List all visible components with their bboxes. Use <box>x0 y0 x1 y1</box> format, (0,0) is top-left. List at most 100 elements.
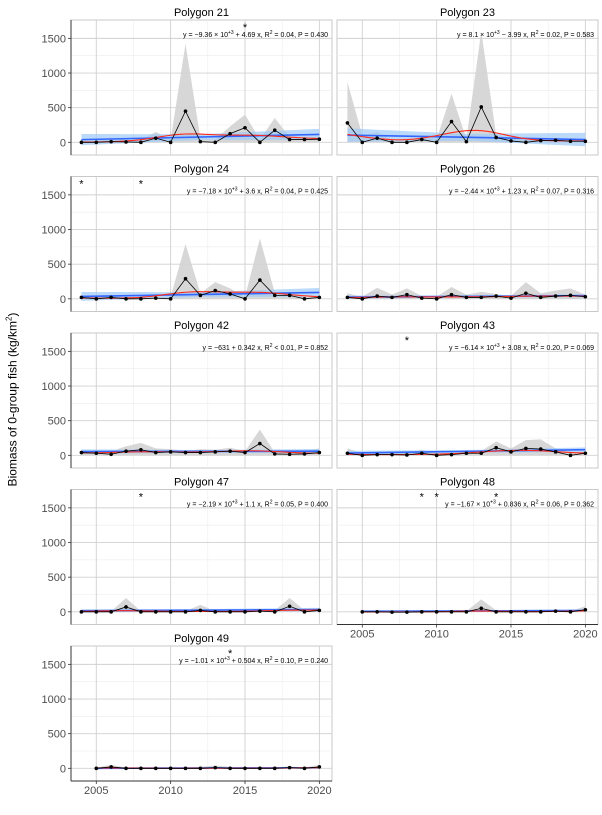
smooth-curve <box>81 133 320 143</box>
data-point <box>494 610 498 614</box>
data-point <box>183 766 188 771</box>
data-point <box>494 445 498 450</box>
regression-equation: y = −2.19 × 10+3 + 1.1 x, R2 = 0.05, P =… <box>187 500 328 509</box>
y-tick-label: 1000 <box>42 538 66 550</box>
data-point <box>568 610 573 614</box>
panel-background <box>336 332 599 469</box>
equation-superscript: +3 <box>224 656 230 662</box>
data-point <box>153 296 158 300</box>
x-tick-label: 2020 <box>307 785 331 797</box>
data-point <box>524 610 528 614</box>
data-point <box>568 453 573 458</box>
regression-equation: y = −1.01 × 10+3 + 0.504 x, R2 = 0.10, P… <box>179 656 328 665</box>
equation-text: − 3.99 x, R <box>500 32 536 39</box>
data-point <box>198 450 203 455</box>
data-point <box>228 131 232 136</box>
asterisk-marker: * <box>243 22 248 34</box>
data-point <box>183 450 188 455</box>
data-point <box>124 449 128 453</box>
data-point <box>479 295 484 300</box>
data-point <box>464 451 469 456</box>
data-point <box>153 136 158 140</box>
equation-text: y = −1.01 × 10 <box>179 658 224 665</box>
data-point <box>94 766 99 771</box>
data-point <box>153 450 158 455</box>
equation-superscript: 2 <box>270 187 273 193</box>
data-line <box>362 607 586 613</box>
data-point <box>272 610 277 614</box>
data-point <box>568 293 573 298</box>
equation-text: + 3.08 x, R <box>500 345 536 352</box>
panel-polygon-48: Polygon 48* * *y = −1.67 × 10+3 + 0.836 x,… <box>336 477 599 641</box>
data-point <box>345 121 350 125</box>
x-tick-label: 2005 <box>350 629 374 641</box>
data-point <box>419 137 424 142</box>
data-point <box>538 138 543 143</box>
data-point <box>198 766 203 771</box>
equation-superscript: +3 <box>232 500 238 506</box>
data-point <box>583 607 588 612</box>
equation-text: + 4.69 x, R <box>234 32 270 39</box>
data-point <box>139 447 143 452</box>
regression-equation: y = −2.44 × 10+3 + 1.23 x, R2 = 0.07, P … <box>449 187 594 196</box>
asterisk-marker: * <box>494 492 499 504</box>
data-point <box>168 140 173 145</box>
data-point <box>272 766 277 771</box>
equation-text: + 0.342 x, R <box>230 345 270 352</box>
equation-text: = 0.04, P = 0.430 <box>272 32 328 39</box>
data-point <box>302 766 307 771</box>
data-point <box>94 140 99 145</box>
data-point <box>287 137 292 142</box>
equation-superscript: +3 <box>494 187 500 193</box>
y-tick-label: 0 <box>60 450 66 462</box>
data-point <box>243 610 247 614</box>
equation-text: y = −631 <box>203 345 230 352</box>
data-point <box>419 610 424 614</box>
regression-equation: y = 8.1 × 10+3 − 3.99 x, R2 = 0.02, P = … <box>457 30 594 39</box>
panel-background <box>336 176 599 312</box>
equation-superscript: 2 <box>270 656 273 662</box>
y-tick-label: 500 <box>48 416 66 428</box>
data-point <box>228 449 232 453</box>
data-point <box>449 610 454 614</box>
panel-title: Polygon 26 <box>440 164 495 176</box>
x-tick-label: 2010 <box>424 629 448 641</box>
data-point <box>360 453 365 458</box>
data-point <box>553 609 558 613</box>
panel-title: Polygon 24 <box>174 164 229 176</box>
y-tick-label: 500 <box>48 259 66 271</box>
data-point <box>390 140 394 145</box>
data-point <box>213 450 218 454</box>
data-point <box>79 295 84 300</box>
data-point <box>375 294 379 298</box>
data-point <box>479 451 484 456</box>
equation-text: y = −2.19 × 10 <box>187 502 232 509</box>
equation-text: < 0.01, P = 0.852 <box>272 345 328 352</box>
data-point <box>317 608 322 613</box>
y-tick-label: 500 <box>48 103 66 115</box>
data-point <box>538 610 543 614</box>
data-point <box>168 297 173 301</box>
regression-equation: y = −7.18 × 10+3 + 3.6 x, R2 = 0.04, P =… <box>187 187 328 196</box>
data-point <box>139 140 143 145</box>
data-point <box>509 139 513 143</box>
data-point <box>375 610 379 614</box>
data-point <box>79 140 84 145</box>
equation-superscript: 2 <box>536 30 539 36</box>
data-point <box>272 452 277 456</box>
data-point <box>287 293 292 298</box>
data-point <box>79 450 84 455</box>
y-tick-label: 0 <box>60 294 66 306</box>
panel-polygon-43: Polygon 43 * y = −6.14 × 10+3 + 3.08 x, R2… <box>336 320 599 469</box>
data-point <box>198 139 203 144</box>
panel-background <box>70 176 333 312</box>
data-point <box>405 140 409 145</box>
data-point <box>509 296 513 300</box>
y-tick-label: 1000 <box>42 694 66 706</box>
y-tick-label: 0 <box>60 607 66 619</box>
data-point <box>168 766 173 771</box>
data-point <box>243 766 247 771</box>
data-point <box>345 451 350 456</box>
data-point <box>317 137 322 141</box>
equation-text: y = 8.1 × 10 <box>457 32 494 39</box>
